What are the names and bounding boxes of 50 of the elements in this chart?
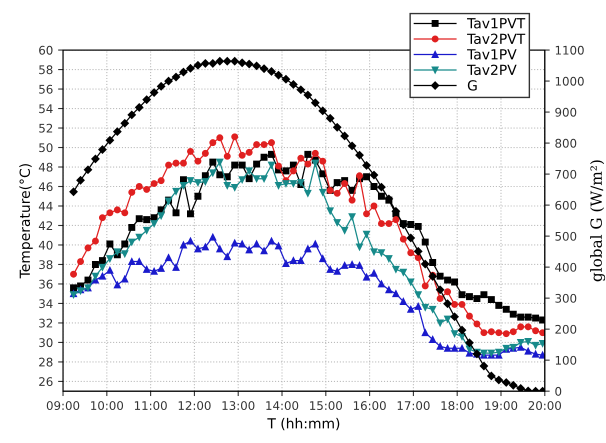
y-tick-label: 54 (39, 104, 53, 114)
y-tick-label: 42 (38, 221, 52, 230)
y-tick-label: 58 (39, 65, 52, 74)
legend-label: G (468, 80, 477, 91)
x-tick-label: 15:00 (310, 401, 342, 410)
x-tick-label: 16:00 (354, 401, 386, 410)
y2-tick-label: 600 (555, 200, 576, 210)
x-tick-label: 19:00 (485, 401, 518, 410)
y2-tick-label: 200 (555, 324, 576, 334)
legend-label: Tav1PVT (467, 18, 526, 29)
y2-tick-label: 400 (555, 262, 576, 272)
x-tick-label: 18:00 (441, 401, 474, 410)
x-tick-label: 09:00 (46, 401, 80, 410)
y-tick-label: 30 (39, 338, 53, 348)
y-tick-label: 34 (39, 299, 53, 308)
y-tick-label: 52 (39, 124, 52, 133)
x-tick-label: 20:00 (528, 401, 562, 410)
y-tick-label: 26 (39, 377, 53, 386)
x-tick-label: 13:00 (222, 401, 254, 410)
y-tick-label: 32 (39, 318, 52, 328)
y2-tick-label: 1000 (556, 76, 584, 86)
y2-axis-title: global G (W/m²) (590, 160, 606, 282)
legend-label: Tav2PV (467, 64, 517, 76)
y-tick-label: 46 (38, 182, 53, 192)
y-tick-label: 60 (39, 46, 53, 55)
y-tick-label: 44 (38, 202, 53, 210)
y-tick-label: 38 (39, 260, 52, 270)
x-tick-label: 10:00 (91, 401, 124, 410)
y2-tick-label: 500 (555, 232, 576, 241)
x-tick-label: 14:00 (266, 401, 298, 410)
y-tick-label: 56 (39, 84, 53, 94)
y-tick-label: 36 (39, 280, 53, 289)
legend-label: Tav2PVT (467, 34, 526, 44)
y-tick-label: 40 (38, 240, 53, 250)
y2-tick-label: 1100 (556, 46, 584, 55)
y2-tick-label: 900 (555, 108, 576, 117)
y-tick-label: 50 (39, 143, 53, 152)
y2-tick-label: 800 (555, 138, 576, 148)
y2-tick-label: 0 (555, 386, 562, 396)
x-tick-label: 12:00 (178, 401, 211, 410)
x-axis-title: T (hh:mm) (267, 418, 340, 430)
y-tick-label: 28 (39, 358, 52, 367)
y2-tick-label: 700 (555, 170, 576, 179)
legend-label: Tav1PV (467, 49, 517, 60)
x-tick-label: 11:00 (134, 401, 167, 410)
y-tick-label: 48 (38, 162, 52, 172)
y2-tick-label: 300 (555, 294, 576, 303)
y-axis-title: Temperature(°C) (19, 164, 33, 278)
y2-tick-label: 100 (556, 356, 576, 365)
x-tick-label: 17:00 (398, 401, 430, 410)
